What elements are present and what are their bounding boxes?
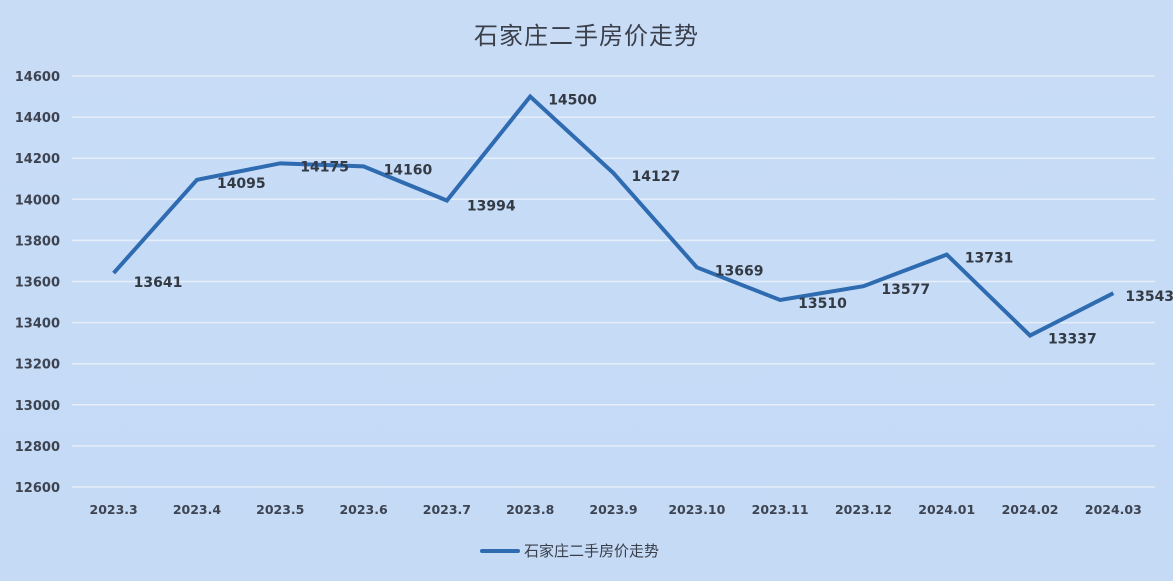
x-tick-label: 2024.02 (1002, 502, 1059, 517)
x-tick-label: 2023.9 (589, 502, 637, 517)
y-tick-label: 13600 (15, 276, 60, 291)
x-tick-label: 2023.7 (423, 502, 471, 517)
chart-title: 石家庄二手房价走势 (474, 22, 699, 50)
x-tick-label: 2024.03 (1085, 502, 1142, 517)
x-tick-label: 2023.5 (256, 502, 304, 517)
y-tick-label: 14000 (15, 193, 60, 208)
legend: 石家庄二手房价走势 (480, 540, 659, 561)
x-tick-label: 2023.11 (752, 502, 809, 517)
x-tick-label: 2023.4 (173, 502, 222, 517)
y-tick-label: 13000 (15, 399, 60, 414)
data-label: 14127 (632, 169, 681, 185)
x-tick-label: 2023.6 (339, 502, 388, 517)
series-line (112, 93, 1115, 338)
x-tick-label: 2023.12 (835, 502, 892, 517)
y-tick-label: 12800 (15, 440, 60, 455)
x-tick-label: 2023.10 (668, 502, 725, 517)
x-tick-label: 2023.8 (506, 502, 554, 517)
x-tick-label: 2023.3 (90, 502, 138, 517)
y-tick-label: 14400 (15, 111, 60, 126)
data-label: 13337 (1048, 332, 1097, 348)
data-label: 14095 (217, 176, 266, 192)
data-label: 14175 (300, 159, 349, 175)
y-tick-label: 14600 (15, 70, 60, 85)
y-tick-label: 12600 (15, 481, 60, 496)
data-label: 13577 (881, 282, 930, 298)
x-tick-label: 2024.01 (918, 502, 975, 517)
data-label: 13669 (715, 263, 764, 279)
legend-line-swatch (480, 548, 520, 553)
data-label: 13510 (798, 296, 847, 312)
y-tick-label: 13200 (15, 358, 60, 373)
legend-label: 石家庄二手房价走势 (524, 542, 660, 560)
data-label: 13543 (1125, 289, 1173, 305)
y-tick-label: 14200 (15, 152, 60, 167)
data-label: 13994 (467, 199, 516, 215)
y-tick-label: 13400 (15, 317, 60, 332)
y-tick-label: 13800 (15, 234, 60, 249)
data-label: 13731 (965, 251, 1014, 267)
data-label: 13641 (134, 275, 183, 291)
data-label: 14160 (384, 162, 433, 178)
data-label: 14500 (548, 93, 597, 109)
